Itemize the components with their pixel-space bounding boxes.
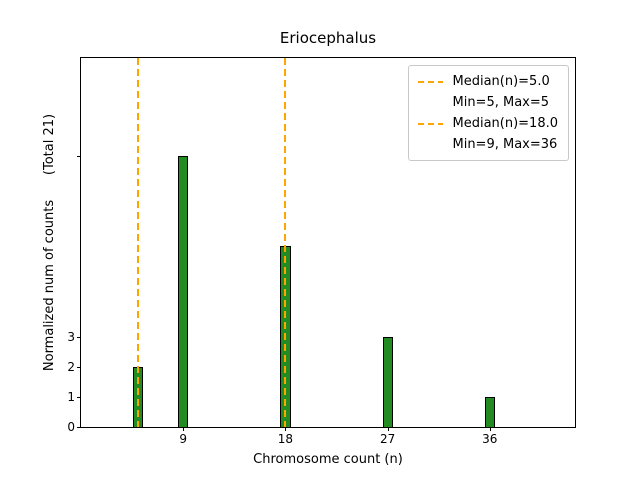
legend-row: Median(n)=5.0 bbox=[418, 71, 558, 92]
y-axis-label: Normalized num of counts (Total 21) bbox=[42, 113, 57, 372]
legend-row: Median(n)=18.0 bbox=[418, 113, 558, 134]
x-tick bbox=[285, 427, 287, 431]
legend-row: Min=5, Max=5 bbox=[418, 92, 558, 113]
y-tick bbox=[77, 427, 81, 428]
y-tick bbox=[77, 155, 81, 157]
legend-label: Min=9, Max=36 bbox=[452, 137, 558, 152]
bar-n-36 bbox=[484, 396, 495, 427]
chart-title: Eriocephalus bbox=[279, 29, 377, 47]
legend-dash-icon bbox=[418, 80, 444, 83]
y-tick bbox=[77, 336, 81, 338]
y-tick-label: 0 bbox=[67, 420, 75, 434]
x-axis-label: Chromosome count (n) bbox=[253, 452, 403, 467]
legend-row: Min=9, Max=36 bbox=[418, 134, 558, 155]
y-tick bbox=[77, 366, 81, 368]
y-tick-label: 1 bbox=[67, 389, 75, 404]
legend: Median(n)=5.0 Min=5, Max=5 Median(n)=18.0 M… bbox=[408, 65, 569, 161]
x-tick bbox=[387, 427, 389, 431]
legend-label: Median(n)=5.0 bbox=[452, 74, 550, 89]
median-line-5 bbox=[136, 58, 139, 427]
legend-label: Min=5, Max=5 bbox=[452, 95, 550, 110]
legend-handle-spacer bbox=[418, 102, 443, 104]
y-tick bbox=[77, 396, 81, 398]
y-tick-label: 3 bbox=[67, 329, 75, 344]
x-tick bbox=[489, 427, 491, 431]
bar-n-9 bbox=[178, 155, 189, 427]
x-tick-label: 36 bbox=[482, 432, 498, 446]
median-line-18 bbox=[284, 58, 287, 427]
legend-dash-icon bbox=[418, 122, 444, 125]
x-tick-label: 18 bbox=[277, 432, 294, 446]
x-tick-label: 27 bbox=[379, 432, 396, 446]
x-tick-label: 9 bbox=[179, 432, 188, 446]
plot-area: Median(n)=5.0 Min=5, Max=5 Median(n)=18.0 M… bbox=[67, 57, 576, 446]
bar-n-27 bbox=[382, 336, 393, 427]
legend-label: Median(n)=18.0 bbox=[452, 116, 558, 131]
legend-handle-spacer bbox=[418, 144, 443, 146]
x-tick bbox=[183, 427, 185, 431]
y-tick-label: 2 bbox=[67, 359, 75, 374]
